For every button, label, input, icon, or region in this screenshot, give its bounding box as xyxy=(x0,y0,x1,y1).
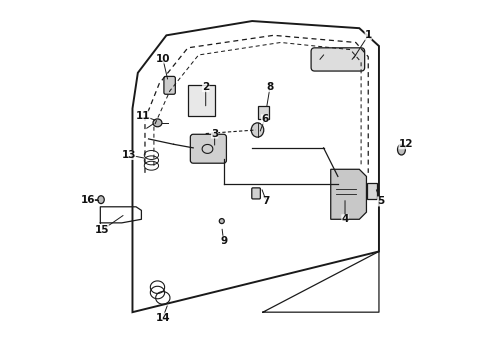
FancyBboxPatch shape xyxy=(164,76,175,94)
Text: 3: 3 xyxy=(211,129,218,139)
FancyBboxPatch shape xyxy=(311,48,365,71)
FancyBboxPatch shape xyxy=(252,188,260,199)
Text: 7: 7 xyxy=(263,197,270,206)
Polygon shape xyxy=(331,169,367,219)
Text: 15: 15 xyxy=(95,225,109,235)
Text: 16: 16 xyxy=(80,195,95,204)
FancyBboxPatch shape xyxy=(188,85,215,116)
FancyBboxPatch shape xyxy=(367,183,377,199)
Text: 6: 6 xyxy=(261,114,268,124)
Text: 11: 11 xyxy=(136,111,150,121)
FancyBboxPatch shape xyxy=(258,106,270,118)
Text: 9: 9 xyxy=(220,236,227,246)
Text: 4: 4 xyxy=(342,214,349,224)
Text: 14: 14 xyxy=(155,312,170,323)
Ellipse shape xyxy=(153,119,162,127)
Text: 8: 8 xyxy=(267,82,273,92)
Ellipse shape xyxy=(220,219,224,224)
Ellipse shape xyxy=(98,196,104,203)
Text: 2: 2 xyxy=(202,82,209,92)
FancyBboxPatch shape xyxy=(190,134,226,163)
Text: 5: 5 xyxy=(377,197,384,206)
Text: 13: 13 xyxy=(122,150,136,160)
Ellipse shape xyxy=(251,123,264,137)
Text: 12: 12 xyxy=(398,139,413,149)
Ellipse shape xyxy=(397,144,405,155)
Text: 10: 10 xyxy=(156,54,170,64)
Text: 1: 1 xyxy=(365,30,372,40)
